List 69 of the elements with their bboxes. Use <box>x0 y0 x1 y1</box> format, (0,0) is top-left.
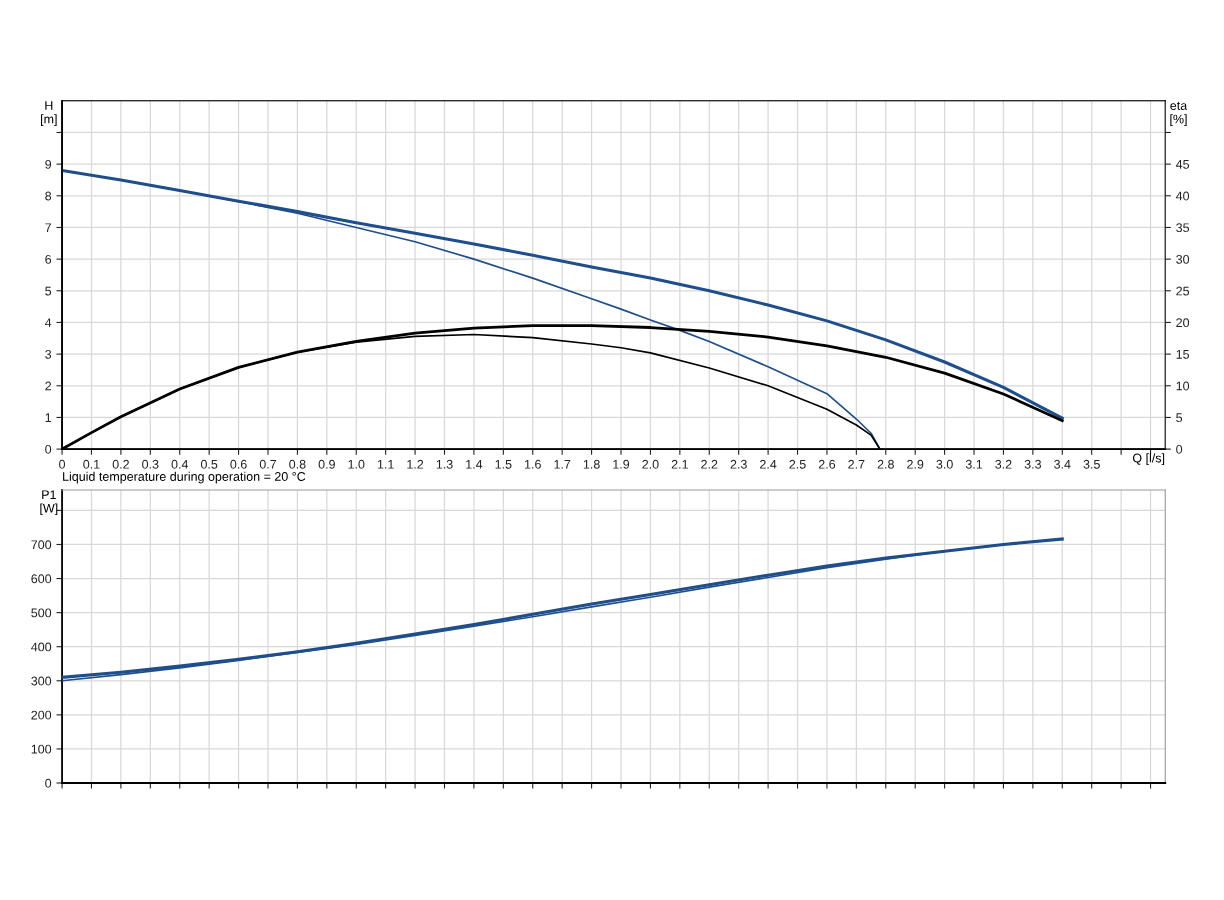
y-tick-label: 3 <box>45 349 52 359</box>
y-tick-label: 5 <box>45 286 52 296</box>
x-tick-label: 0.4 <box>171 459 189 469</box>
x-tick-label: 0.2 <box>112 459 129 469</box>
x-tick-label: 3.1 <box>965 459 983 469</box>
text: Liquid temperature during operation = 20 °C <box>63 471 306 484</box>
y-tick-label: 400 <box>31 642 52 652</box>
y-axis-title: H [m] <box>41 101 57 126</box>
x-tick-label: 0.9 <box>318 459 335 469</box>
x-tick-label: 1.5 <box>495 459 512 469</box>
x-tick-label: 3.0 <box>936 459 953 469</box>
y-tick-label: 300 <box>31 676 52 686</box>
x-tick-label: 3.5 <box>1083 459 1100 469</box>
x-tick-label: 2.7 <box>848 459 865 469</box>
x-tick-label: 1.0 <box>348 459 365 469</box>
x-tick-label: 1.3 <box>436 459 453 469</box>
y-tick-label: 0 <box>45 444 52 454</box>
x-tick-label: 1.4 <box>466 459 483 469</box>
y-tick-label: 6 <box>45 254 52 264</box>
x-tick-label: 0.5 <box>200 459 218 469</box>
y-tick-label: 500 <box>31 608 52 618</box>
y-tick-label: 2 <box>45 381 52 391</box>
y-tick-label: 600 <box>31 574 52 584</box>
y2-tick-label: 25 <box>1176 286 1190 296</box>
x-tick-label: 2.5 <box>789 459 806 469</box>
x-tick-label: 2.1 <box>671 459 688 469</box>
x-tick-label: 1.2 <box>407 459 424 469</box>
x-tick-label: 1.1 <box>377 459 394 469</box>
x-tick-label: 2.6 <box>818 459 836 469</box>
x-tick-label: 1.6 <box>525 459 541 469</box>
y-tick-label: 1 <box>45 413 52 422</box>
x-tick-label: 0.1 <box>83 459 100 469</box>
y-tick-label: 7 <box>45 223 52 232</box>
y2-tick-label: 20 <box>1176 318 1190 328</box>
y2-tick-label: 15 <box>1176 350 1190 359</box>
x-tick-label: 3.2 <box>995 459 1012 469</box>
y2-tick-label: 10 <box>1176 381 1190 391</box>
y-tick-label: 700 <box>31 540 52 550</box>
x-tick-label: 0.3 <box>142 459 159 469</box>
x-tick-label: 3.3 <box>1024 459 1041 469</box>
y2-tick-label: 30 <box>1176 254 1190 264</box>
x-axis-title: Q [l/s] <box>1132 453 1165 465</box>
y2-tick-label: 45 <box>1175 160 1190 169</box>
y2-tick-label: 0 <box>1176 444 1183 454</box>
y2-axis-title: eta [%] <box>1170 101 1188 126</box>
x-tick-label: 2.2 <box>701 459 718 469</box>
x-tick-label: 2.8 <box>877 459 894 469</box>
y-axis-title: P1 [W] <box>40 490 58 516</box>
y2-tick-label: 5 <box>1176 413 1183 423</box>
y-tick-label: 4 <box>44 318 52 327</box>
x-tick-label: 2.3 <box>730 459 747 469</box>
x-tick-label: 2.0 <box>642 459 659 469</box>
y-tick-label: 9 <box>45 159 52 169</box>
x-tick-label: 0.8 <box>289 459 306 469</box>
x-tick-label: 2.9 <box>907 459 924 469</box>
y-tick-label: 0 <box>45 778 52 788</box>
x-tick-label: 1.9 <box>613 459 630 469</box>
x-tick-label: 3.4 <box>1054 459 1071 469</box>
x-tick-label: 0.7 <box>259 459 277 469</box>
y-tick-label: 8 <box>45 191 52 201</box>
x-tick-label: 0.6 <box>230 459 247 469</box>
y-tick-label: 200 <box>31 710 52 720</box>
x-tick-label: 0 <box>59 459 66 469</box>
x-tick-label: 1.7 <box>554 459 571 469</box>
x-tick-label: 1.8 <box>583 459 600 469</box>
y2-tick-label: 40 <box>1175 191 1190 201</box>
x-tick-label: 2.4 <box>760 459 777 469</box>
y-tick-label: 100 <box>31 744 52 754</box>
y2-tick-label: 35 <box>1176 223 1190 233</box>
